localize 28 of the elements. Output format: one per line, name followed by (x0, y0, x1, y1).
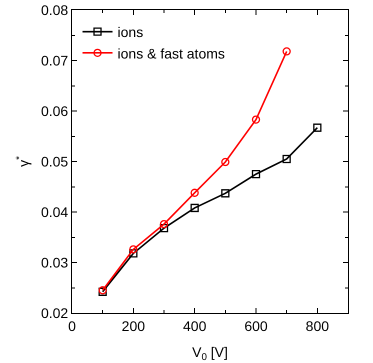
point (129, 245, 138, 254)
x-tick-label: 400 (182, 318, 207, 334)
x-tick-label: 0 (68, 318, 76, 334)
x-tick-label: 600 (244, 318, 268, 334)
point (252, 115, 260, 124)
point (252, 170, 260, 178)
legend-label: ions (118, 24, 144, 40)
x-tick-label: 200 (122, 318, 146, 334)
point (282, 154, 291, 164)
y-tick-label: 0.02 (40, 304, 68, 321)
y-tick-label: 0.04 (40, 204, 68, 220)
y-tick-label: 0.03 (40, 254, 68, 270)
legend-label: ions & fast atoms (118, 45, 225, 62)
point (190, 188, 199, 197)
x-axis-title: V$_{0}$ [V] (192, 344, 228, 363)
point (129, 249, 138, 258)
point (190, 204, 199, 212)
y-tick-label: 0.06 (40, 102, 68, 119)
y-tick-label: 0.05 (40, 153, 68, 170)
point (160, 220, 168, 228)
point (282, 47, 291, 56)
point (221, 189, 230, 198)
y-tick-label: 0.08 (40, 2, 68, 18)
point (221, 158, 230, 166)
point (160, 224, 168, 232)
point (313, 124, 322, 132)
x-tick-label: 800 (306, 318, 330, 334)
y-tick-label: 0.07 (40, 52, 68, 68)
